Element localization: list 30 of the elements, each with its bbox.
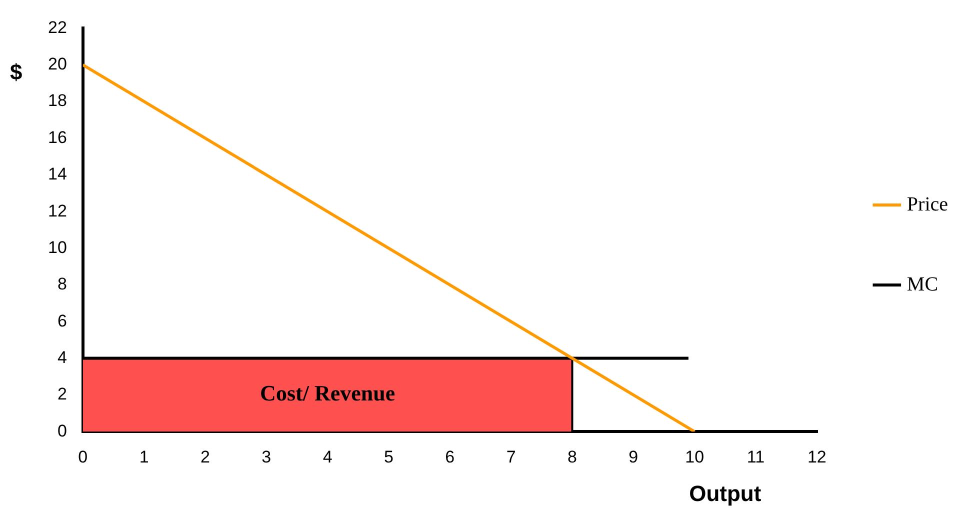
y-tick-label: 20 — [48, 54, 67, 74]
x-tick-label: 9 — [628, 447, 638, 466]
x-tick-label: 2 — [200, 447, 210, 466]
x-tick-label: 12 — [807, 447, 826, 466]
y-tick-label: 10 — [48, 238, 67, 257]
x-axis-title: Output — [689, 481, 762, 506]
x-tick-label: 11 — [746, 447, 765, 466]
y-tick-label: 2 — [57, 384, 67, 404]
y-tick-label: 4 — [57, 348, 67, 367]
y-tick-label: 16 — [48, 128, 67, 147]
y-axis-title: $ — [10, 59, 22, 84]
x-tick-label: 10 — [685, 447, 704, 466]
y-tick-label: 22 — [48, 18, 67, 37]
x-tick-label: 0 — [78, 447, 88, 466]
x-tick-label: 5 — [384, 447, 394, 466]
legend-label: MC — [906, 273, 938, 296]
y-tick-label: 12 — [48, 201, 67, 220]
x-tick-label: 1 — [139, 447, 149, 466]
y-tick-label: 6 — [57, 311, 67, 330]
y-tick-label: 8 — [57, 274, 67, 294]
x-tick-label: 8 — [568, 447, 577, 466]
x-tick-label: 4 — [322, 447, 332, 466]
x-tick-label: 7 — [506, 447, 516, 466]
y-tick-label: 0 — [57, 421, 67, 440]
legend-label: Price — [906, 193, 948, 216]
y-tick-label: 14 — [48, 164, 67, 184]
x-tick-label: 6 — [445, 447, 455, 466]
y-tick-label: 18 — [48, 91, 67, 110]
x-tick-label: 3 — [262, 447, 272, 466]
annotation: Cost/ Revenue — [260, 380, 396, 406]
